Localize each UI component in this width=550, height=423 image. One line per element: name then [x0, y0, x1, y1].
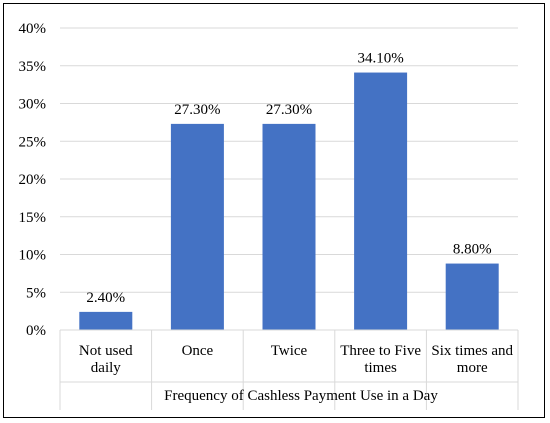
category-label: Not used daily — [79, 343, 133, 376]
bar — [262, 123, 316, 330]
category-label: Twice — [271, 343, 308, 359]
x-axis — [59, 329, 519, 410]
data-label: 27.30% — [174, 102, 220, 118]
data-label: 8.80% — [453, 242, 492, 258]
y-tick-label: 20% — [19, 172, 47, 188]
y-tick-label: 5% — [26, 285, 46, 301]
data-label: 2.40% — [86, 290, 125, 306]
x-axis-title: Frequency of Cashless Payment Use in a D… — [164, 388, 438, 404]
y-tick-label: 0% — [26, 323, 46, 339]
category-label: Six times and more — [431, 343, 513, 376]
y-tick-label: 10% — [19, 248, 47, 264]
y-tick-label: 40% — [19, 21, 47, 37]
y-tick-label: 35% — [19, 59, 47, 75]
category-label: Three to Five times — [340, 343, 421, 376]
bar — [170, 123, 224, 330]
data-labels: 2.40% 27.30% 27.30% 34.10% 8.80% — [86, 51, 491, 306]
data-label: 27.30% — [266, 102, 312, 118]
x-axis-category-labels: Not used daily Once Twice Three to Five times… — [79, 343, 514, 376]
y-tick-label: 15% — [19, 210, 47, 226]
y-tick-label: 30% — [19, 97, 47, 113]
y-tick-label: 25% — [19, 134, 47, 150]
bar — [354, 72, 408, 331]
y-axis-tick-labels: 0% 5% 10% 15% 20% 25% 30% 35% 40% — [19, 21, 47, 339]
bar — [79, 311, 133, 330]
bars — [79, 72, 499, 331]
bar — [445, 263, 499, 330]
data-label: 34.10% — [357, 51, 403, 67]
category-label: Once — [182, 343, 214, 359]
